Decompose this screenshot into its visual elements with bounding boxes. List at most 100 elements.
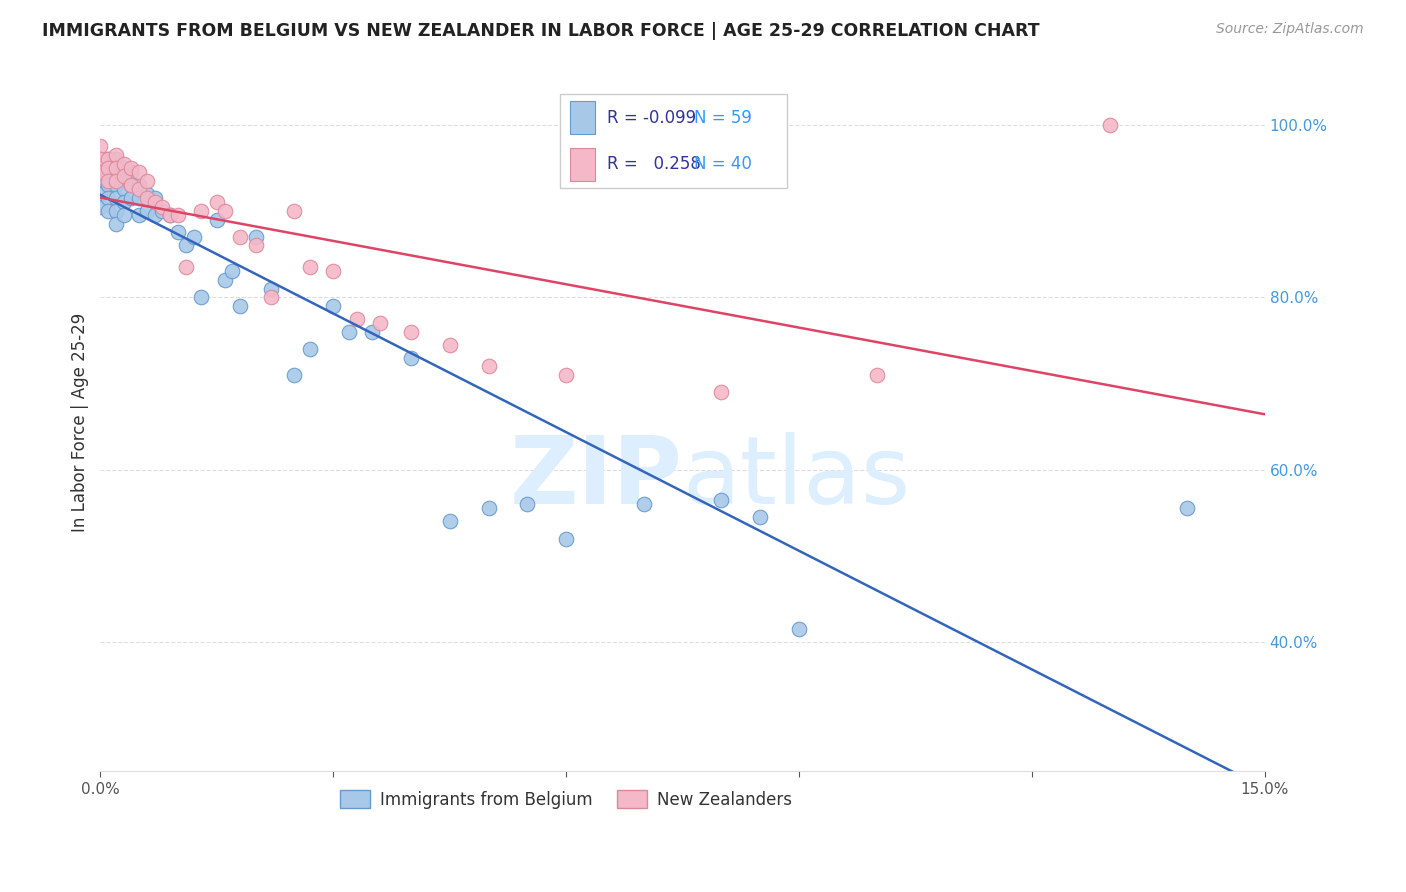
Point	[439, 514, 461, 528]
Point	[128, 191, 150, 205]
Point	[104, 152, 127, 166]
Point	[112, 169, 135, 184]
Point	[229, 299, 252, 313]
Point	[97, 191, 120, 205]
Point	[866, 368, 889, 382]
Point	[229, 229, 252, 244]
Point	[322, 299, 344, 313]
Point	[104, 178, 127, 192]
Point	[555, 532, 578, 546]
Point	[555, 368, 578, 382]
Point	[167, 226, 190, 240]
Point	[136, 174, 159, 188]
Text: ZIP: ZIP	[510, 432, 682, 524]
Point	[120, 191, 142, 205]
Point	[104, 148, 127, 162]
Point	[477, 501, 499, 516]
Text: N = 40: N = 40	[695, 155, 752, 173]
Point	[112, 156, 135, 170]
Text: IMMIGRANTS FROM BELGIUM VS NEW ZEALANDER IN LABOR FORCE | AGE 25-29 CORRELATION : IMMIGRANTS FROM BELGIUM VS NEW ZEALANDER…	[42, 22, 1040, 40]
Point	[159, 208, 181, 222]
Point	[97, 161, 120, 175]
Legend: Immigrants from Belgium, New Zealanders: Immigrants from Belgium, New Zealanders	[333, 783, 799, 815]
Point	[1175, 501, 1198, 516]
Point	[787, 622, 810, 636]
Point	[128, 208, 150, 222]
Point	[245, 229, 267, 244]
Point	[221, 264, 243, 278]
Point	[710, 384, 733, 399]
Point	[120, 161, 142, 175]
Point	[89, 186, 111, 201]
Point	[190, 290, 212, 304]
Point	[337, 325, 360, 339]
Point	[143, 208, 166, 222]
Point	[104, 203, 127, 218]
Point	[120, 178, 142, 192]
Point	[205, 195, 228, 210]
Point	[516, 497, 538, 511]
Point	[89, 139, 111, 153]
Point	[128, 165, 150, 179]
Point	[174, 238, 197, 252]
Point	[633, 497, 655, 511]
Point	[143, 195, 166, 210]
Point	[128, 178, 150, 192]
Point	[159, 208, 181, 222]
Text: N = 59: N = 59	[695, 109, 752, 127]
Point	[439, 337, 461, 351]
Text: atlas: atlas	[682, 432, 911, 524]
Point	[399, 325, 422, 339]
Point	[128, 182, 150, 196]
Point	[183, 229, 205, 244]
Point	[346, 311, 368, 326]
Point	[97, 178, 120, 192]
Point	[283, 368, 305, 382]
Point	[1098, 118, 1121, 132]
Point	[89, 174, 111, 188]
Point	[214, 273, 236, 287]
Point	[112, 161, 135, 175]
Point	[120, 178, 142, 192]
Point	[104, 191, 127, 205]
Point	[104, 161, 127, 175]
Point	[322, 264, 344, 278]
Point	[245, 238, 267, 252]
Point	[112, 208, 135, 222]
Point	[152, 203, 174, 218]
Point	[120, 165, 142, 179]
Point	[710, 492, 733, 507]
Point	[143, 191, 166, 205]
Point	[136, 186, 159, 201]
Point	[399, 351, 422, 365]
Point	[174, 260, 197, 274]
Point	[298, 260, 321, 274]
Point	[260, 281, 283, 295]
Point	[97, 161, 120, 175]
Text: R =   0.258: R = 0.258	[607, 155, 700, 173]
Point	[89, 200, 111, 214]
Point	[97, 152, 120, 166]
Point	[298, 342, 321, 356]
Point	[136, 203, 159, 218]
FancyBboxPatch shape	[569, 148, 595, 181]
Point	[97, 174, 120, 188]
Point	[477, 359, 499, 373]
Point	[112, 182, 135, 196]
Point	[152, 200, 174, 214]
Point	[104, 174, 127, 188]
Y-axis label: In Labor Force | Age 25-29: In Labor Force | Age 25-29	[72, 312, 89, 532]
Point	[97, 203, 120, 218]
Point	[112, 195, 135, 210]
Point	[205, 212, 228, 227]
Point	[89, 165, 111, 179]
Point	[89, 152, 111, 166]
FancyBboxPatch shape	[569, 101, 595, 135]
Point	[190, 203, 212, 218]
Point	[749, 510, 772, 524]
Text: Source: ZipAtlas.com: Source: ZipAtlas.com	[1216, 22, 1364, 37]
Point	[97, 169, 120, 184]
Point	[361, 325, 384, 339]
Point	[283, 203, 305, 218]
Point	[112, 169, 135, 184]
